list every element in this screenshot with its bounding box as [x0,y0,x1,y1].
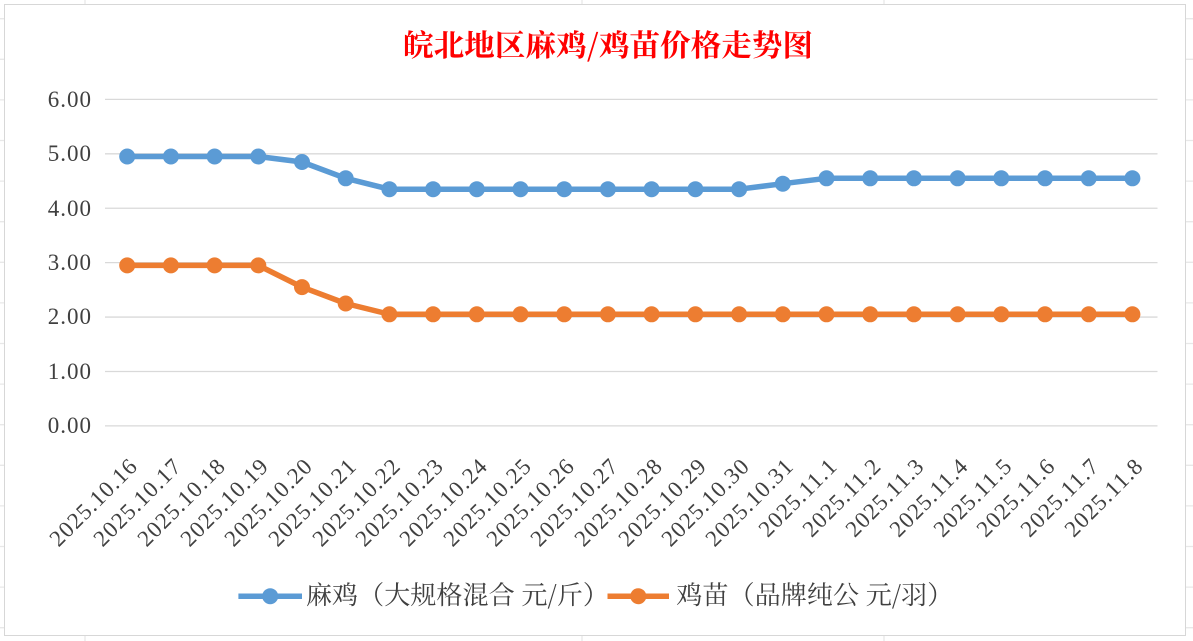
data-point [993,170,1010,187]
data-point [774,306,791,323]
data-point [425,306,442,323]
data-point [206,148,223,165]
data-point [468,181,485,198]
data-point [512,306,529,323]
legend-label-2-artwork [676,582,937,610]
data-point [687,306,704,323]
data-point [731,306,748,323]
data-point [818,170,835,187]
data-point [1124,170,1141,187]
y-axis-label: 4.00 [47,195,92,221]
data-point [862,306,879,323]
data-point [599,181,616,198]
data-point [643,181,660,198]
data-point [949,306,966,323]
data-point [556,306,573,323]
data-point [162,148,179,165]
data-point [119,257,136,274]
legend-key-1 [238,588,302,605]
series-2-line [119,257,1141,323]
y-axis-label: 1.00 [47,358,92,384]
chart-title-artwork [405,29,812,62]
data-point [905,306,922,323]
data-point [1037,306,1053,323]
y-axis-label: 6.00 [47,86,92,112]
chart-object[interactable]: 皖北地区麻鸡/鸡苗价格走势图 麻鸡（大规格混合 元/斤） 鸡苗（品牌纯公 元/羽… [4,4,1186,636]
series-1-line [119,148,1141,198]
data-point [337,295,354,312]
data-point [294,279,310,296]
data-point [599,306,616,323]
legend-key-2 [607,588,669,605]
data-point [774,175,791,192]
data-point [556,181,573,198]
data-point [162,257,179,274]
data-point [381,181,398,198]
data-point [512,181,529,198]
data-point [862,170,879,187]
legend-key-marker [630,588,647,605]
data-point [294,154,310,170]
y-axis-label: 2.00 [47,304,92,330]
data-point [687,181,704,198]
legend-key-marker [262,588,279,605]
data-point [1080,306,1097,323]
data-point [905,170,922,187]
data-point [731,181,748,198]
data-point [949,170,966,187]
y-axis-label: 3.00 [47,249,92,275]
data-point [468,306,485,323]
series-polyline [124,153,1136,192]
legend-label-1-artwork [307,582,593,610]
data-point [119,148,136,165]
y-axis-label: 0.00 [47,413,92,439]
data-point [1037,170,1053,187]
data-point [381,306,398,323]
data-point [1124,306,1141,323]
data-point [250,257,267,274]
data-point [818,306,835,323]
data-point [425,181,442,198]
series-polyline [124,262,1136,318]
data-point [250,148,267,165]
data-point [206,257,223,274]
data-point [337,170,354,187]
data-point [643,306,660,323]
y-axis-label: 5.00 [47,141,92,167]
data-point [1080,170,1097,187]
data-point [993,306,1010,323]
